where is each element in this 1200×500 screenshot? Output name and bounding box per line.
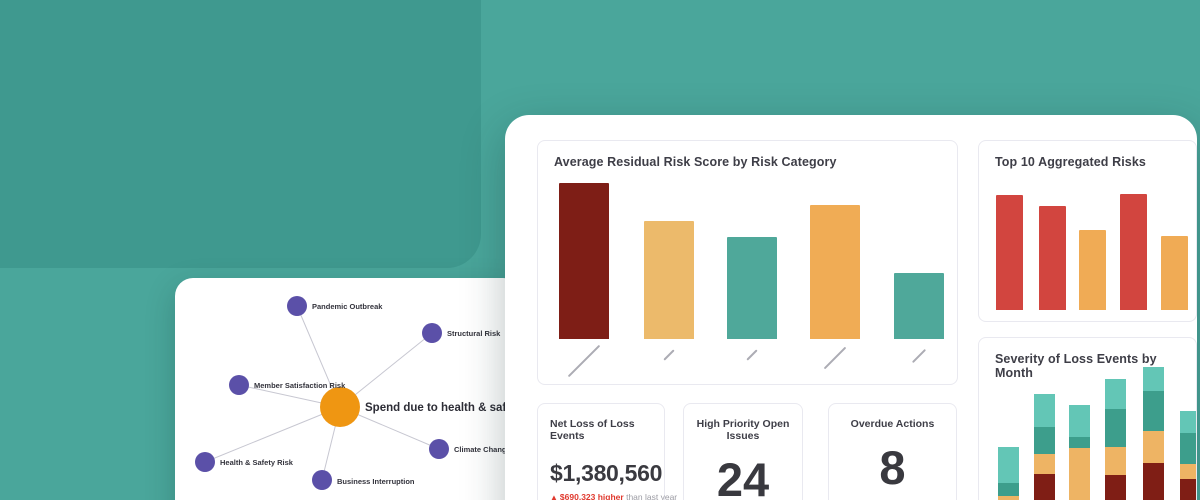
bar[interactable] (1120, 194, 1147, 310)
x-tick-label-stroke (567, 344, 601, 378)
node-label: Business Interruption (337, 477, 415, 486)
risk-network-card: Pandemic Outbreak Structural Risk Member… (175, 278, 521, 500)
bar[interactable] (810, 205, 860, 339)
bar[interactable] (644, 221, 694, 339)
stacked-bar[interactable] (998, 447, 1019, 500)
bar[interactable] (894, 273, 944, 339)
bar[interactable] (559, 183, 609, 339)
kpi-overdue-actions: Overdue Actions 8 (828, 403, 957, 500)
segment-orange[interactable] (1105, 447, 1126, 475)
up-triangle-icon: ▲ (550, 493, 558, 500)
bar[interactable] (727, 237, 777, 339)
x-tick-label-stroke (911, 348, 927, 363)
kpi-value: $1,380,560 (550, 460, 663, 486)
bar[interactable] (1079, 230, 1106, 310)
segment-dark-teal[interactable] (1105, 409, 1126, 447)
severity-loss-events-panel: Severity of Loss Events by Month (978, 337, 1197, 500)
stacked-bar[interactable] (1034, 394, 1055, 500)
kpi-delta-text: $690,323 higher (559, 492, 624, 500)
segment-light-teal[interactable] (1034, 394, 1055, 427)
top10-aggregated-risks-panel: Top 10 Aggregated Risks (978, 140, 1197, 322)
kpi-value: 8 (879, 441, 906, 494)
segment-dark-teal[interactable] (1069, 437, 1090, 448)
segment-orange[interactable] (1069, 448, 1090, 500)
node-label: Member Satisfaction Risk (254, 381, 346, 390)
node-business-interruption[interactable] (312, 470, 332, 490)
node-label: Pandemic Outbreak (312, 302, 383, 311)
panel-title: Severity of Loss Events by Month (995, 352, 1157, 380)
bar[interactable] (996, 195, 1023, 310)
kpi-value: 24 (716, 453, 770, 500)
segment-orange[interactable] (1034, 454, 1055, 474)
stacked-bar[interactable] (1069, 405, 1090, 500)
kpi-net-loss: Net Loss of Loss Events $1,380,560 ▲ $690… (537, 403, 677, 500)
segment-light-teal[interactable] (1180, 411, 1196, 433)
kpi-delta: ▲ $690,323 higher than last year (538, 487, 677, 500)
kpi-title: High Priority Open Issues (696, 418, 790, 442)
kpi-delta-suffix: than last year (626, 492, 678, 500)
stacked-bar[interactable] (1105, 379, 1126, 500)
bar[interactable] (1161, 236, 1188, 310)
avg-residual-risk-chart (538, 141, 957, 339)
node-pandemic-outbreak[interactable] (287, 296, 307, 316)
severity-loss-events-chart (979, 338, 1196, 500)
segment-orange[interactable] (1180, 464, 1196, 479)
segment-light-teal[interactable] (1105, 379, 1126, 409)
kpi-title: Overdue Actions (850, 418, 935, 430)
segment-light-teal[interactable] (998, 447, 1019, 483)
segment-light-teal[interactable] (1143, 367, 1164, 391)
bar[interactable] (1039, 206, 1066, 310)
node-label: Health & Safety Risk (220, 458, 294, 467)
segment-orange[interactable] (1143, 431, 1164, 463)
node-climate-change[interactable] (429, 439, 449, 459)
segment-dark-teal[interactable] (998, 483, 1019, 496)
x-tick-label-stroke (746, 349, 758, 361)
panel-title: Average Residual Risk Score by Risk Cate… (554, 155, 837, 169)
stacked-bar[interactable] (1143, 367, 1164, 500)
segment-dark-red[interactable] (1143, 463, 1164, 500)
stacked-bar[interactable] (1180, 411, 1196, 500)
x-tick-label-stroke (823, 346, 847, 370)
risk-network-graph: Pandemic Outbreak Structural Risk Member… (195, 296, 521, 490)
segment-dark-teal[interactable] (1143, 391, 1164, 431)
segment-dark-red[interactable] (1105, 475, 1126, 500)
dashboard-card: Average Residual Risk Score by Risk Cate… (505, 115, 1197, 500)
node-label: Climate Change (454, 445, 511, 454)
panel-title: Top 10 Aggregated Risks (995, 155, 1146, 169)
segment-orange[interactable] (998, 496, 1019, 500)
kpi-high-priority-open-issues: High Priority Open Issues 24 (683, 403, 803, 500)
avg-residual-risk-panel: Average Residual Risk Score by Risk Cate… (537, 140, 958, 385)
background-accent-block (0, 0, 481, 268)
node-member-satisfaction-risk[interactable] (229, 375, 249, 395)
node-structural-risk[interactable] (422, 323, 442, 343)
segment-dark-teal[interactable] (1034, 427, 1055, 454)
center-node-label: Spend due to health & safety incidents (365, 402, 521, 414)
node-health-safety-risk[interactable] (195, 452, 215, 472)
kpi-title: Net Loss of Loss Events (550, 418, 635, 442)
x-tick-label-stroke (663, 349, 675, 361)
segment-light-teal[interactable] (1069, 405, 1090, 437)
segment-dark-red[interactable] (1034, 474, 1055, 500)
segment-dark-teal[interactable] (1180, 433, 1196, 464)
node-center-spend[interactable] (320, 387, 360, 427)
top10-aggregated-risks-chart (979, 141, 1196, 310)
node-label: Structural Risk (447, 329, 501, 338)
segment-dark-red[interactable] (1180, 479, 1196, 500)
